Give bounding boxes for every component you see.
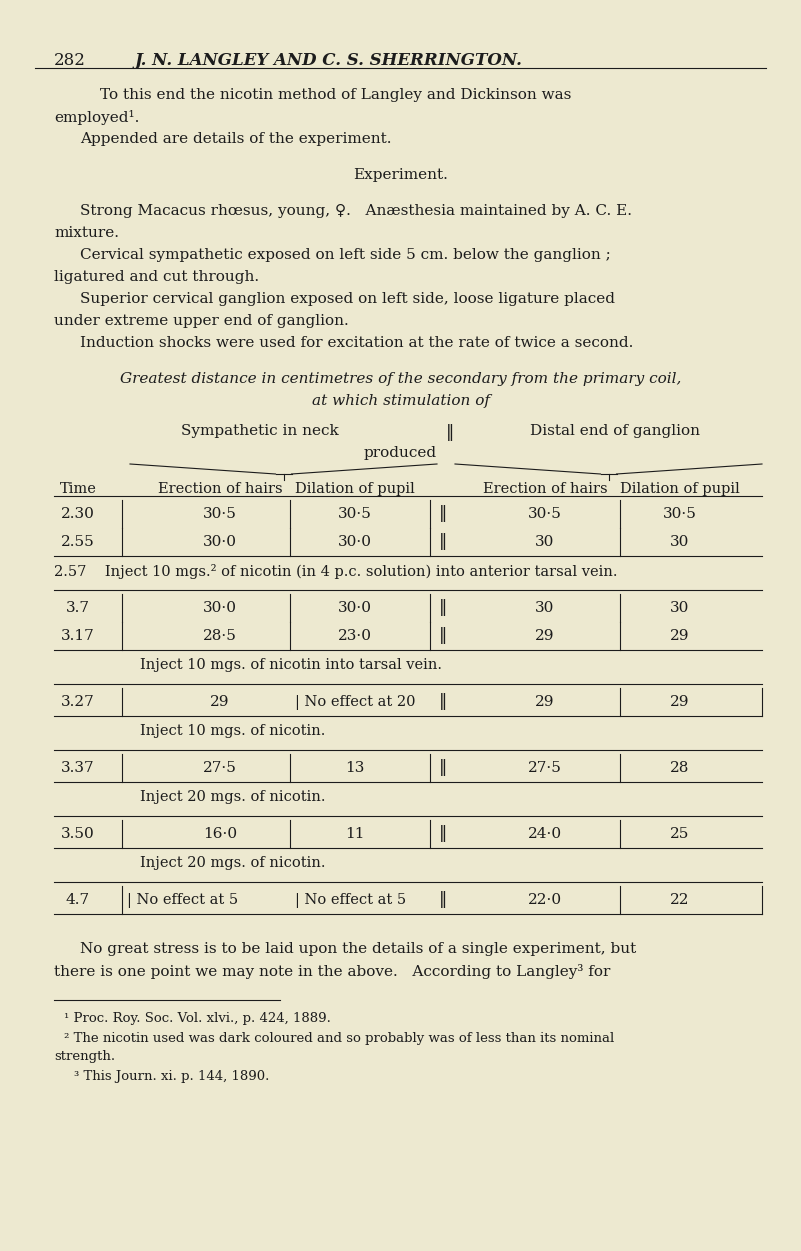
Text: ² The nicotin used was dark coloured and so probably was of less than its nomina: ² The nicotin used was dark coloured and… — [64, 1032, 614, 1045]
Text: ‖: ‖ — [439, 533, 447, 550]
Text: ‖: ‖ — [439, 505, 447, 523]
Text: 22·0: 22·0 — [528, 893, 562, 907]
Text: mixture.: mixture. — [54, 226, 119, 240]
Text: Strong Macacus rhœsus, young, ♀.   Anæsthesia maintained by A. C. E.: Strong Macacus rhœsus, young, ♀. Anæsthe… — [80, 204, 632, 218]
Text: 22: 22 — [670, 893, 690, 907]
Text: 11: 11 — [345, 827, 364, 841]
Text: 30·0: 30·0 — [338, 535, 372, 549]
Text: 30·0: 30·0 — [203, 535, 237, 549]
Text: 25: 25 — [670, 827, 690, 841]
Text: 13: 13 — [345, 761, 364, 776]
Text: 30: 30 — [670, 600, 690, 615]
Text: Inject 20 mgs. of nicotin.: Inject 20 mgs. of nicotin. — [140, 789, 325, 804]
Text: 29: 29 — [670, 629, 690, 643]
Text: Induction shocks were used for excitation at the rate of twice a second.: Induction shocks were used for excitatio… — [80, 337, 634, 350]
Text: ‖: ‖ — [439, 826, 447, 842]
Text: 23·0: 23·0 — [338, 629, 372, 643]
Text: 29: 29 — [670, 696, 690, 709]
Text: 28·5: 28·5 — [203, 629, 237, 643]
Text: 30: 30 — [535, 535, 554, 549]
Text: ‖: ‖ — [439, 693, 447, 711]
Text: 30·0: 30·0 — [338, 600, 372, 615]
Text: | No effect at 5: | No effect at 5 — [295, 892, 406, 907]
Text: J. N. LANGLEY AND C. S. SHERRINGTON.: J. N. LANGLEY AND C. S. SHERRINGTON. — [135, 53, 523, 69]
Text: ‖: ‖ — [439, 892, 447, 908]
Text: Dilation of pupil: Dilation of pupil — [620, 482, 740, 495]
Text: ‖: ‖ — [439, 759, 447, 777]
Text: ³ This Journ. xi. p. 144, 1890.: ³ This Journ. xi. p. 144, 1890. — [74, 1070, 269, 1083]
Text: Erection of hairs: Erection of hairs — [158, 482, 282, 495]
Text: No great stress is to be laid upon the details of a single experiment, but: No great stress is to be laid upon the d… — [80, 942, 636, 956]
Text: 3.27: 3.27 — [61, 696, 95, 709]
Text: Experiment.: Experiment. — [353, 168, 448, 181]
Text: 4.7: 4.7 — [66, 893, 90, 907]
Text: 282: 282 — [54, 53, 86, 69]
Text: | No effect at 5: | No effect at 5 — [127, 892, 238, 907]
Text: 3.17: 3.17 — [61, 629, 95, 643]
Text: 30·5: 30·5 — [528, 507, 562, 520]
Text: ‖: ‖ — [439, 628, 447, 644]
Text: Superior cervical ganglion exposed on left side, loose ligature placed: Superior cervical ganglion exposed on le… — [80, 291, 615, 306]
Text: 30·5: 30·5 — [663, 507, 697, 520]
Text: 29: 29 — [535, 696, 555, 709]
Text: ‖: ‖ — [446, 424, 454, 442]
Text: 30: 30 — [535, 600, 554, 615]
Text: 30·5: 30·5 — [338, 507, 372, 520]
Text: ‖: ‖ — [439, 599, 447, 617]
Text: Inject 20 mgs. of nicotin.: Inject 20 mgs. of nicotin. — [140, 856, 325, 869]
Text: at which stimulation of: at which stimulation of — [312, 394, 489, 408]
Text: there is one point we may note in the above.   According to Langley³ for: there is one point we may note in the ab… — [54, 965, 610, 980]
Text: 29: 29 — [210, 696, 230, 709]
Text: 27·5: 27·5 — [203, 761, 237, 776]
Text: To this end the nicotin method of Langley and Dickinson was: To this end the nicotin method of Langle… — [100, 88, 571, 103]
Text: 2.30: 2.30 — [61, 507, 95, 520]
Text: 3.37: 3.37 — [61, 761, 95, 776]
Text: Distal end of ganglion: Distal end of ganglion — [530, 424, 700, 438]
Text: under extreme upper end of ganglion.: under extreme upper end of ganglion. — [54, 314, 348, 328]
Text: strength.: strength. — [54, 1050, 115, 1063]
Text: Inject 10 mgs. of nicotin.: Inject 10 mgs. of nicotin. — [140, 724, 325, 738]
Text: 28: 28 — [670, 761, 690, 776]
Text: Sympathetic in neck: Sympathetic in neck — [181, 424, 339, 438]
Text: 2.55: 2.55 — [61, 535, 95, 549]
Text: 2.57    Inject 10 mgs.² of nicotin (in 4 p.c. solution) into anterior tarsal vei: 2.57 Inject 10 mgs.² of nicotin (in 4 p.… — [54, 564, 618, 579]
Text: | No effect at 20: | No effect at 20 — [295, 694, 416, 709]
Text: 3.7: 3.7 — [66, 600, 90, 615]
Text: 16·0: 16·0 — [203, 827, 237, 841]
Text: 24·0: 24·0 — [528, 827, 562, 841]
Text: Greatest distance in centimetres of the secondary from the primary coil,: Greatest distance in centimetres of the … — [120, 372, 681, 387]
Text: 30·5: 30·5 — [203, 507, 237, 520]
Text: employed¹.: employed¹. — [54, 110, 139, 125]
Text: 29: 29 — [535, 629, 555, 643]
Text: Cervical sympathetic exposed on left side 5 cm. below the ganglion ;: Cervical sympathetic exposed on left sid… — [80, 248, 610, 261]
Text: 3.50: 3.50 — [61, 827, 95, 841]
Text: Erection of hairs: Erection of hairs — [483, 482, 607, 495]
Text: 30: 30 — [670, 535, 690, 549]
Text: 30·0: 30·0 — [203, 600, 237, 615]
Text: 27·5: 27·5 — [528, 761, 562, 776]
Text: produced: produced — [364, 447, 437, 460]
Text: Inject 10 mgs. of nicotin into tarsal vein.: Inject 10 mgs. of nicotin into tarsal ve… — [140, 658, 442, 672]
Text: Appended are details of the experiment.: Appended are details of the experiment. — [80, 133, 392, 146]
Text: ¹ Proc. Roy. Soc. Vol. xlvi., p. 424, 1889.: ¹ Proc. Roy. Soc. Vol. xlvi., p. 424, 18… — [64, 1012, 331, 1025]
Text: Time: Time — [59, 482, 96, 495]
Text: ligatured and cut through.: ligatured and cut through. — [54, 270, 260, 284]
Text: Dilation of pupil: Dilation of pupil — [295, 482, 415, 495]
